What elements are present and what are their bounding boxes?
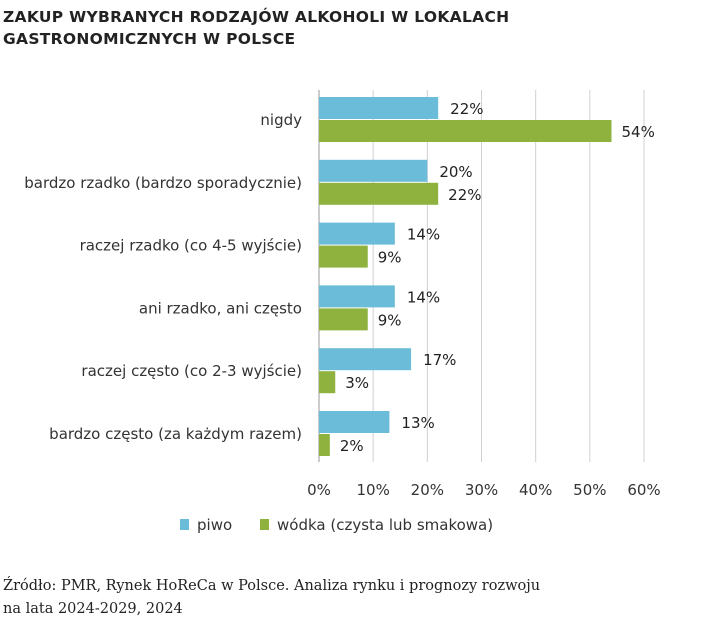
source-line-1: Źródło: PMR, Rynek HoReCa w Polsce. Anal…: [3, 578, 541, 594]
data-label: 14%: [407, 226, 440, 244]
title-line-1: ZAKUP WYBRANYCH RODZAJÓW ALKOHOLI W LOKA…: [3, 8, 510, 26]
x-tick-label: 40%: [519, 481, 552, 499]
data-label: 22%: [450, 100, 483, 118]
data-label: 22%: [448, 186, 481, 204]
bar-piwo: [319, 159, 428, 182]
x-tick-label: 0%: [307, 481, 331, 499]
data-label: 3%: [345, 374, 369, 392]
category-label: bardzo często (za każdym razem): [49, 425, 302, 443]
data-label: 2%: [340, 437, 364, 455]
data-label: 14%: [407, 288, 440, 306]
bar-wodka: [319, 182, 439, 205]
bar-piwo: [319, 97, 439, 119]
category-label: raczej często (co 2-3 wyjście): [81, 362, 302, 380]
legend-swatch-piwo: [180, 519, 189, 530]
bar-wodka: [319, 434, 330, 456]
data-label: 54%: [622, 123, 655, 141]
data-label: 17%: [423, 351, 456, 369]
chart-title: ZAKUP WYBRANYCH RODZAJÓW ALKOHOLI W LOKA…: [3, 6, 509, 50]
legend-label-wodka: wódka (czysta lub smakowa): [277, 516, 493, 534]
bar-piwo: [319, 222, 395, 245]
category-label: ani rzadko, ani często: [139, 299, 302, 317]
x-tick-label: 30%: [465, 481, 498, 499]
data-label: 9%: [378, 249, 402, 267]
bar-piwo: [319, 285, 395, 308]
bar-piwo: [319, 348, 412, 371]
category-label: raczej rzadko (co 4-5 wyjście): [80, 237, 302, 255]
bar-chart: 0% 10% 20% 30% 40% 50% 60% nigdy 22% 54% bardzo rz…: [24, 90, 661, 534]
x-tick-label: 50%: [573, 481, 606, 499]
bar-wodka: [319, 120, 612, 142]
bar-piwo: [319, 411, 390, 433]
category-label: bardzo rzadko (bardzo sporadycznie): [24, 174, 302, 192]
bar-wodka: [319, 371, 336, 394]
title-line-2: GASTRONOMICZNYCH W POLSCE: [3, 30, 296, 48]
data-label: 13%: [401, 414, 434, 432]
category-label: nigdy: [260, 111, 302, 129]
legend-label-piwo: piwo: [197, 516, 232, 534]
x-tick-label: 10%: [356, 481, 389, 499]
bar-wodka: [319, 245, 368, 268]
x-tick-label: 20%: [411, 481, 444, 499]
legend-swatch-wodka: [260, 519, 269, 530]
source-line-2: na lata 2024-2029, 2024: [3, 601, 183, 617]
data-label: 20%: [439, 163, 472, 181]
source-note: Źródło: PMR, Rynek HoReCa w Polsce. Anal…: [3, 575, 540, 621]
data-label: 9%: [378, 311, 402, 329]
x-tick-label: 60%: [627, 481, 660, 499]
bar-wodka: [319, 308, 368, 331]
